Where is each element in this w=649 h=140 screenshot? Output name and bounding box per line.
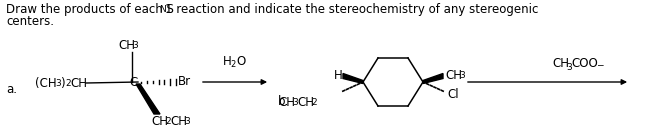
Text: −: − <box>596 60 604 69</box>
Text: CH: CH <box>278 96 295 109</box>
Text: a.: a. <box>6 83 17 96</box>
Text: centers.: centers. <box>6 15 54 28</box>
Text: 1 reaction and indicate the stereochemistry of any stereogenic: 1 reaction and indicate the stereochemis… <box>165 3 539 16</box>
Polygon shape <box>423 74 443 83</box>
Text: b.: b. <box>278 95 289 108</box>
Text: 3: 3 <box>55 79 61 88</box>
Text: (CH: (CH <box>35 77 56 90</box>
Text: 2: 2 <box>65 79 71 88</box>
Text: COO: COO <box>572 57 598 70</box>
Text: ): ) <box>60 77 65 90</box>
Text: CH: CH <box>118 39 135 52</box>
Text: 2: 2 <box>311 98 317 107</box>
Text: 2: 2 <box>165 117 171 126</box>
Text: CH: CH <box>170 115 187 128</box>
Text: N: N <box>159 5 165 14</box>
Text: H$_2$O: H$_2$O <box>223 55 247 70</box>
Text: Br: Br <box>178 75 191 88</box>
Text: CH: CH <box>297 96 314 109</box>
Text: C: C <box>129 76 137 89</box>
Text: H: H <box>334 69 343 82</box>
Text: 3: 3 <box>567 63 572 72</box>
Text: 3: 3 <box>459 71 465 80</box>
Text: Cl: Cl <box>447 88 459 101</box>
Polygon shape <box>343 74 363 83</box>
Text: CH: CH <box>70 77 87 90</box>
Text: CH: CH <box>445 69 462 82</box>
Text: 3: 3 <box>292 98 298 107</box>
Text: Draw the products of each S: Draw the products of each S <box>6 3 174 16</box>
Text: CH: CH <box>151 115 168 128</box>
Polygon shape <box>136 84 160 114</box>
Text: 3: 3 <box>184 117 190 126</box>
Text: CH: CH <box>552 57 570 70</box>
Text: 3: 3 <box>132 41 138 50</box>
